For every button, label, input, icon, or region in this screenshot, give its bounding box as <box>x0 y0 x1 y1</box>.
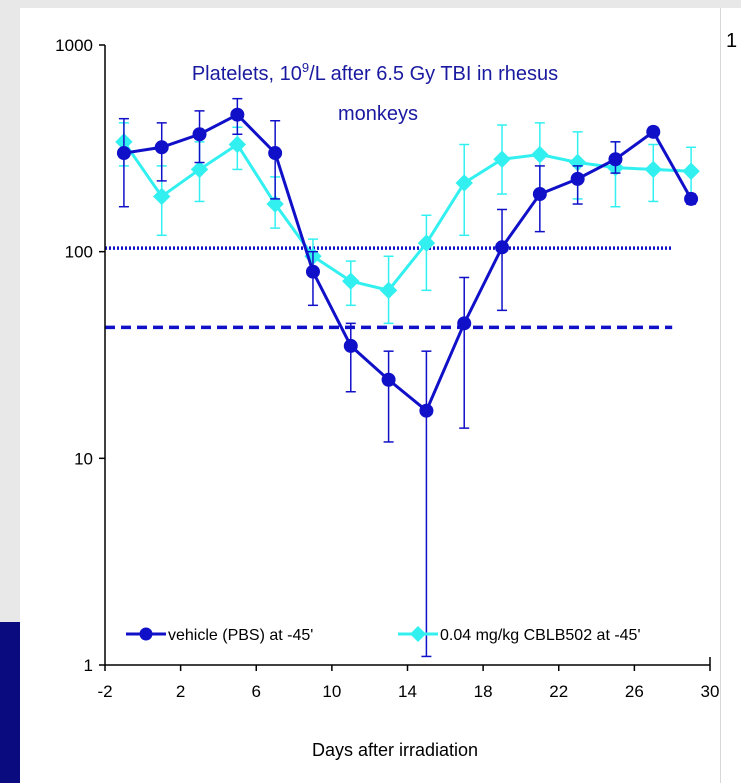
data-point <box>646 124 661 139</box>
data-point <box>153 187 171 206</box>
data-point <box>531 145 549 164</box>
data-point <box>570 171 585 186</box>
y-tick-label: 100 <box>65 243 93 262</box>
x-tick-label: 6 <box>252 682 261 701</box>
data-point <box>343 338 358 353</box>
x-tick-label: 22 <box>549 682 568 701</box>
x-tick-label: 18 <box>474 682 493 701</box>
data-point <box>268 146 283 161</box>
legend-label-2: 0.04 mg/kg CBLB502 at -45' <box>440 627 641 644</box>
data-point <box>228 135 247 154</box>
chart-legend: vehicle (PBS) at -45' 0.04 mg/kg CBLB502 … <box>126 626 641 644</box>
x-tick-label: 26 <box>625 682 644 701</box>
data-point <box>381 372 396 387</box>
chart-title-suffix: /L after 6.5 Gy TBI in rhesus <box>309 63 558 85</box>
series-1 <box>116 97 699 658</box>
y-tick-label: 1 <box>84 656 93 675</box>
data-point <box>419 403 434 418</box>
chart-title-prefix: Platelets, 10 <box>192 63 302 85</box>
series-layer <box>115 97 700 658</box>
adjacent-chart-strip <box>720 8 741 783</box>
data-point <box>379 281 398 300</box>
data-point <box>116 146 131 161</box>
data-point <box>644 160 662 179</box>
series-line <box>122 140 692 293</box>
x-tick-label: 14 <box>398 682 417 701</box>
reference-lines <box>105 246 673 330</box>
x-tick-label: 2 <box>176 682 185 701</box>
chart-title-line-2: monkeys <box>338 103 418 125</box>
x-tick-label: 30 <box>701 682 720 701</box>
x-tick-label: -2 <box>97 682 112 701</box>
data-point <box>190 160 209 179</box>
chart-title-line-1: Platelets, 109/L after 6.5 Gy TBI in rhe… <box>192 60 558 85</box>
data-point <box>495 240 510 255</box>
x-tick-label: 10 <box>322 682 341 701</box>
chart-panel <box>20 8 720 783</box>
series-2 <box>115 122 700 325</box>
series-line <box>123 112 693 414</box>
navy-accent-bar <box>0 622 20 783</box>
y-tick-label: 10 <box>74 449 93 468</box>
data-point <box>493 150 511 168</box>
chart-title-superscript: 9 <box>302 60 309 75</box>
data-point <box>342 272 360 290</box>
data-point <box>154 140 169 155</box>
data-point <box>192 127 207 142</box>
data-point <box>266 195 284 213</box>
data-point <box>608 152 623 167</box>
legend-marker-1 <box>139 627 153 641</box>
y-tick-label: 1000 <box>55 36 93 55</box>
data-point <box>684 191 699 206</box>
data-point <box>230 107 245 122</box>
adjacent-chart-label: 1 <box>726 30 738 52</box>
data-point <box>305 264 320 279</box>
data-point <box>457 316 472 331</box>
legend-label-1: vehicle (PBS) at -45' <box>168 627 313 644</box>
data-point <box>682 162 700 180</box>
legend-marker-2 <box>410 626 426 642</box>
data-point <box>532 187 547 202</box>
x-axis-label: Days after irradiation <box>312 740 478 760</box>
data-point <box>417 234 436 252</box>
data-point <box>455 174 473 192</box>
